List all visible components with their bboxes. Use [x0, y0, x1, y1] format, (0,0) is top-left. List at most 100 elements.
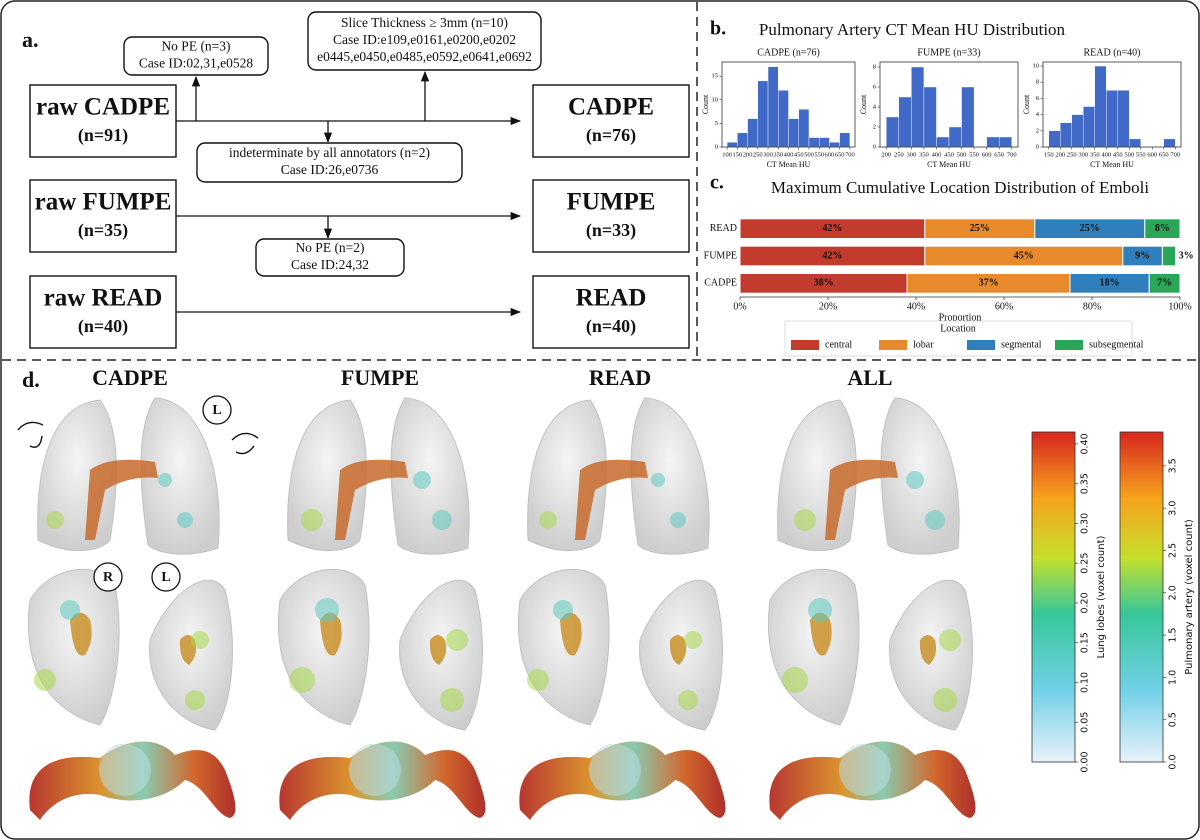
colorbar [1119, 431, 1164, 763]
y-tick-label: 0.20 [1080, 592, 1091, 613]
heat-blob [440, 688, 464, 712]
bar [1060, 122, 1072, 148]
column-title: ALL [847, 365, 892, 390]
lung [768, 569, 860, 726]
column-title: CADPE [92, 365, 168, 390]
y-tick-label: 8 [1036, 79, 1039, 86]
heat-blob [158, 473, 172, 487]
y-tick-label: 0.00 [1080, 751, 1091, 772]
heat-blob [301, 509, 323, 531]
x-tick-label: 20% [819, 301, 837, 312]
bar [1048, 130, 1061, 148]
y-tick-label: 6 [1036, 95, 1040, 102]
heat-blob [553, 600, 573, 620]
bar [1071, 114, 1084, 148]
data-label: 25% [970, 223, 990, 234]
y-tick-label: 2 [873, 123, 876, 130]
x-tick-label: 450 [794, 151, 804, 158]
flow-box [29, 84, 177, 158]
heat-blob [933, 688, 957, 712]
artery [560, 612, 687, 665]
heat-blob [527, 669, 549, 691]
note-box [255, 238, 405, 277]
vessel-node [348, 743, 402, 797]
x-tick-label: 350 [773, 151, 783, 158]
heat-blob [46, 511, 64, 529]
heat-blob [185, 690, 205, 710]
orientation-label: R [103, 570, 114, 585]
y-tick-label: 0 [873, 143, 876, 150]
orientation-marker [151, 562, 181, 592]
x-tick-label: 150 [1044, 151, 1054, 158]
data-label: 18% [1100, 278, 1120, 289]
y-tick-label: 2.0 [1168, 585, 1179, 600]
data-label: 25% [1080, 223, 1100, 234]
legend-label: segmental [1001, 339, 1042, 350]
y-tick-label: 0.40 [1080, 433, 1091, 454]
data-label: 37% [979, 278, 999, 289]
x-tick-label: 300 [906, 151, 916, 158]
legend-label: central [825, 339, 852, 350]
x-tick-label: 100 [722, 151, 732, 158]
heat-blob [432, 510, 452, 530]
heat-blob [289, 667, 315, 693]
x-tick-label: 300 [1078, 151, 1088, 158]
axes-frame [1042, 61, 1182, 148]
x-tick-label: 400 [932, 151, 942, 158]
y-tick-label: 6 [873, 83, 877, 90]
y-tick-label: 2.5 [1168, 543, 1179, 558]
lung [140, 397, 220, 555]
column-title: FUMPE [341, 365, 419, 390]
legend-swatch [791, 340, 819, 350]
note-label: e0445,e0450,e0485,e0592,e0641,e0692 [317, 49, 532, 64]
heat-blob [808, 598, 832, 622]
note-box [123, 36, 269, 76]
bar [726, 142, 738, 148]
legend-swatch [967, 340, 995, 350]
y-tick-label: 4 [1036, 111, 1040, 118]
y-tick-label: 0 [1036, 143, 1039, 150]
bar [808, 137, 820, 148]
flow-box [532, 179, 690, 253]
bar [737, 132, 748, 148]
bar [1094, 65, 1107, 148]
x-tick-label: 700 [845, 151, 855, 158]
bar [986, 136, 1000, 148]
x-tick-label: 400 [1101, 151, 1111, 158]
x-tick-label: 250 [894, 151, 904, 158]
lung [28, 569, 120, 726]
rotate-icon [231, 432, 259, 455]
bar-segment [1161, 245, 1177, 267]
x-tick-label: 300 [763, 151, 773, 158]
bar [886, 116, 900, 148]
flow-box [29, 179, 177, 253]
x-tick-label: 450 [1113, 151, 1123, 158]
heat-blob [34, 669, 56, 691]
heat-blob [651, 473, 665, 487]
x-tick-label: 200 [881, 151, 891, 158]
flow-arrows [176, 70, 522, 317]
bar [898, 96, 912, 148]
orientation-label: L [212, 403, 221, 418]
heat-blob [925, 510, 945, 530]
data-label: 42% [822, 223, 842, 234]
note-label: Case ID:02,31,e0528 [139, 56, 254, 71]
y-tick-label: 0.5 [1168, 712, 1179, 727]
x-tick-label: 650 [994, 151, 1004, 158]
y-tick-label: 0.30 [1080, 513, 1091, 534]
heat-blob [60, 600, 80, 620]
x-tick-label: 700 [1007, 151, 1017, 158]
x-tick-label: 350 [1090, 151, 1100, 158]
group-title: Pulmonary Artery CT Mean HU Distribution [759, 20, 1066, 39]
colorbar [1031, 431, 1076, 763]
x-tick-label: 550 [1136, 151, 1146, 158]
note-label: Case ID:e109,e0161,e0200,e0202 [333, 32, 516, 47]
x-tick-label: 550 [814, 151, 824, 158]
data-label: 42% [822, 250, 842, 261]
flow-label: (n=33) [586, 220, 636, 241]
x-tick-label: 100% [1168, 301, 1191, 312]
vessel-node [838, 743, 892, 797]
orientation-label: L [161, 570, 170, 585]
flow-box [29, 275, 177, 349]
